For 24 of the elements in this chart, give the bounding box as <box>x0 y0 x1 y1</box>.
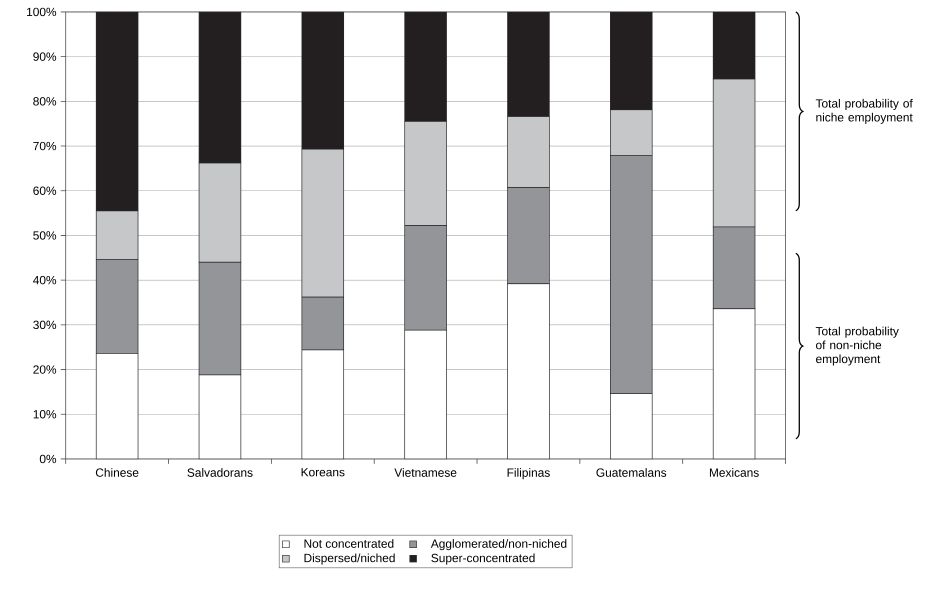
text: Total probability of non-niche employment <box>816 326 899 366</box>
y-tick-label: 20% <box>33 365 56 374</box>
legend-label: Dispersed/niched <box>304 553 395 564</box>
y-tick-label: 60% <box>33 186 56 195</box>
legend-label: Super-concentrated <box>431 553 535 564</box>
y-tick-label: 80% <box>33 96 56 106</box>
x-tick-label: Salvadorans <box>187 468 253 477</box>
y-tick-label: 10% <box>34 410 56 418</box>
y-tick-label: 40% <box>33 276 56 284</box>
y-tick-label: 100% <box>27 8 56 16</box>
text: Total probability of niche employment <box>816 98 913 124</box>
x-tick-label: Guatemalans <box>596 468 666 477</box>
x-tick-label: Koreans <box>302 468 345 476</box>
x-tick-label: Filipinas <box>508 468 550 480</box>
legend-label: Agglomerated/non-niched <box>430 538 566 550</box>
x-tick-label: Mexicans <box>710 468 759 477</box>
y-tick-label: 70% <box>33 142 56 150</box>
y-tick-label: 0% <box>40 454 56 463</box>
y-tick-label: 90% <box>33 52 56 61</box>
y-tick-label: 30% <box>33 320 56 329</box>
legend-label: Not concentrated <box>304 538 394 548</box>
x-tick-label: Vietnamese <box>394 468 456 477</box>
x-tick-label: Chinese <box>96 468 138 477</box>
y-tick-label: 50% <box>33 231 56 240</box>
